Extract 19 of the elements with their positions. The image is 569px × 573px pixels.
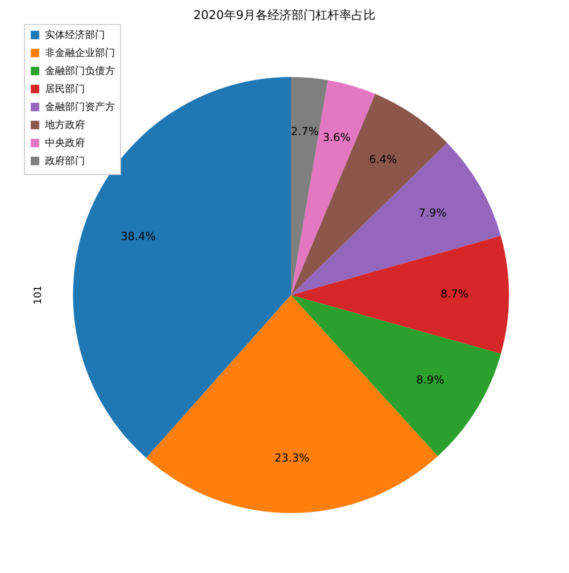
data-label: 8.9%: [416, 374, 444, 387]
chart-title: 2020年9月各经济部门杠杆率占比: [193, 8, 376, 22]
legend-label: 实体经济部门: [45, 29, 105, 41]
pie-slice: [291, 236, 509, 354]
data-label: 2.7%: [290, 125, 319, 138]
data-label: 38.4%: [120, 230, 156, 243]
legend-label: 居民部门: [45, 83, 85, 95]
data-label: 7.9%: [418, 206, 447, 220]
legend-label: 金融部门负债方: [45, 65, 115, 77]
legend-label: 中央政府: [45, 137, 85, 149]
legend-label: 金融部门资产方: [45, 101, 115, 113]
text: 101: [33, 285, 44, 305]
data-label: 3.6%: [322, 131, 351, 144]
data-label: 6.4%: [369, 152, 397, 166]
data-label: 8.7%: [440, 288, 468, 301]
legend-label: 非金融企业部门: [45, 47, 115, 59]
legend-label: 政府部门: [45, 155, 85, 167]
data-label: 23.3%: [274, 451, 310, 464]
legend-label: 地方政府: [44, 119, 85, 131]
